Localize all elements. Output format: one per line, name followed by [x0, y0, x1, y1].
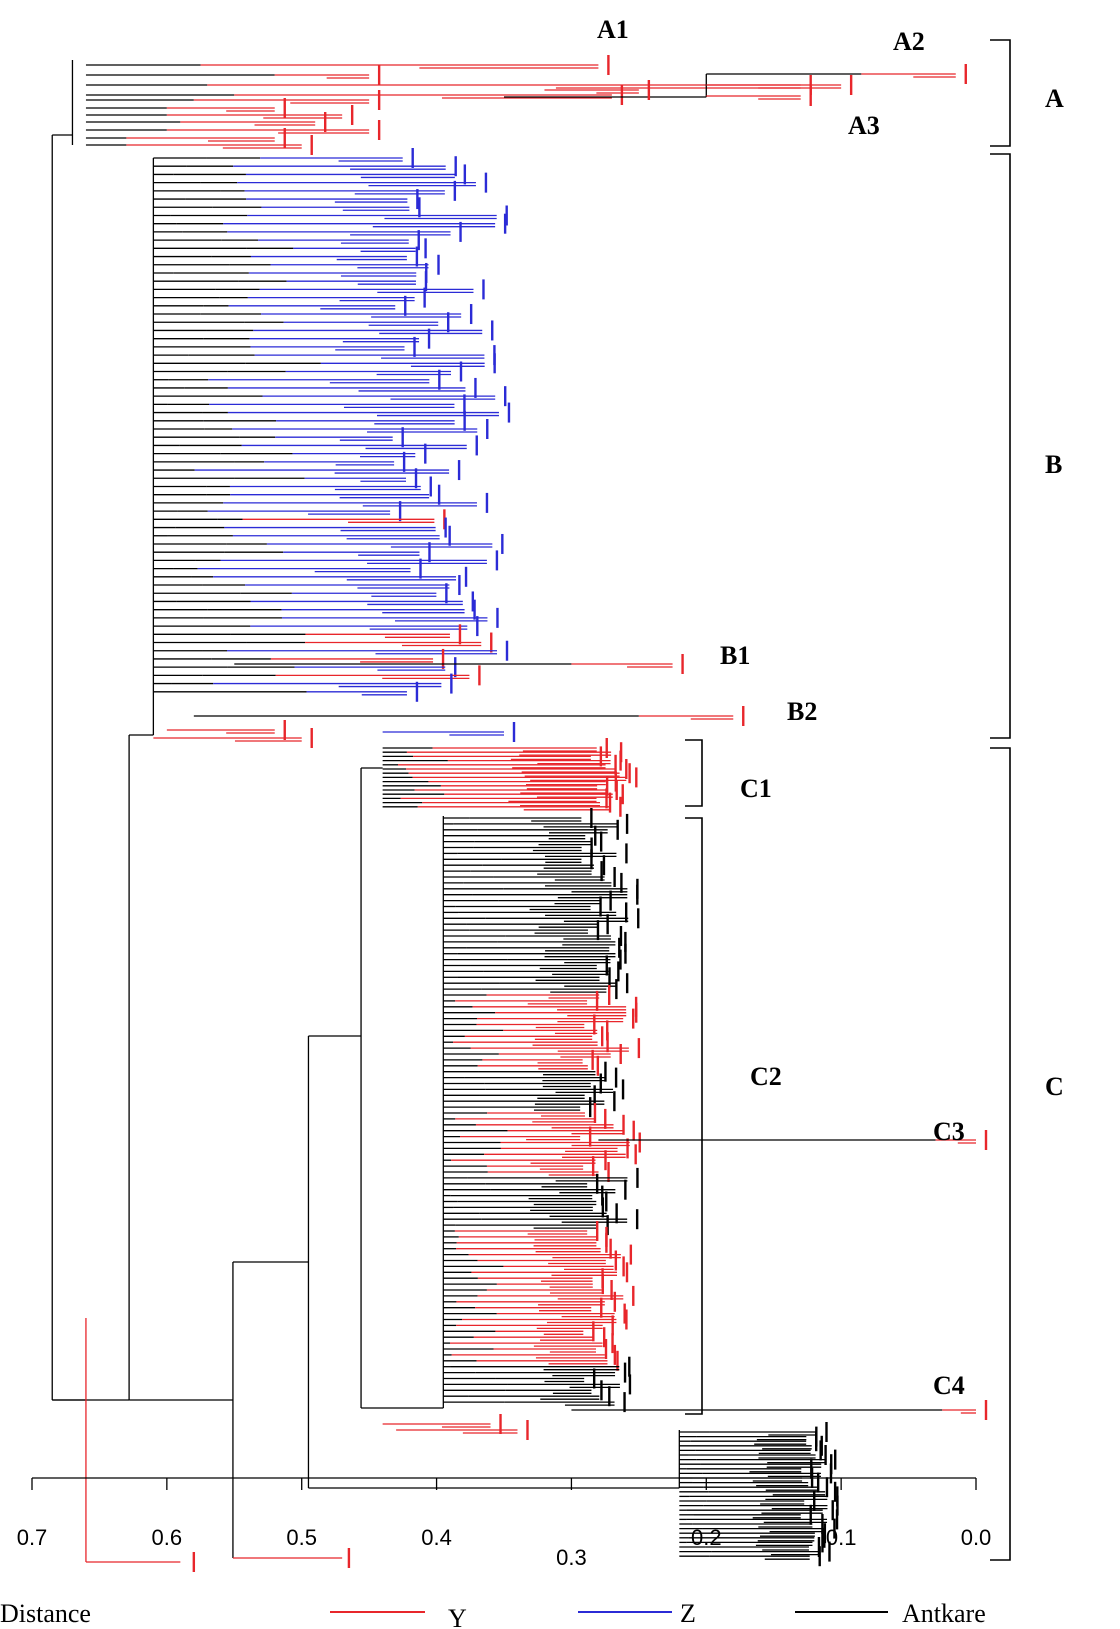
- subcluster-label-c3: C3: [933, 1117, 965, 1146]
- subcluster-label-c4: C4: [933, 1371, 965, 1400]
- bracket-c1: [685, 739, 703, 807]
- axis-tick-label-6: 0.1: [826, 1525, 857, 1550]
- legend-label-antkare: Antkare: [902, 1599, 986, 1628]
- axis-tick-label-2: 0.5: [286, 1525, 317, 1550]
- legend-label-z: Z: [680, 1599, 696, 1628]
- axis-tick-label-7: 0.0: [961, 1525, 992, 1550]
- subcluster-label-a2: A2: [893, 27, 925, 56]
- bracket-a: [990, 39, 1011, 147]
- axis-tick-label-0: 0.7: [17, 1525, 48, 1550]
- axis-tick-labels: 0.7 0.6 0.5 0.4 0.3 0.2 0.1 0.0: [17, 1525, 992, 1570]
- bracket-c: [990, 747, 1011, 1561]
- distance-axis: [31, 1477, 977, 1490]
- axis-tick-label-4: 0.3: [556, 1545, 587, 1570]
- bracket-b: [990, 153, 1011, 739]
- cluster-label-b: B: [1045, 450, 1062, 479]
- cluster-label-c: C: [1045, 1072, 1064, 1101]
- legend-label-y: Y: [448, 1604, 467, 1629]
- tree-branches: [51, 55, 988, 1572]
- axis-tick-label-5: 0.2: [691, 1525, 722, 1550]
- axis-tick-label-3: 0.4: [421, 1525, 452, 1550]
- subcluster-label-b1: B1: [720, 641, 750, 670]
- subcluster-label-a3: A3: [848, 111, 880, 140]
- bracket-c2: [685, 817, 703, 1415]
- axis-tick-label-1: 0.6: [152, 1525, 183, 1550]
- subcluster-label-c1: C1: [740, 774, 772, 803]
- subcluster-label-a1: A1: [597, 15, 629, 44]
- cluster-label-a: A: [1045, 84, 1064, 113]
- subcluster-label-c2: C2: [750, 1062, 782, 1091]
- axis-title: Distance: [0, 1599, 91, 1628]
- subcluster-label-b2: B2: [787, 697, 817, 726]
